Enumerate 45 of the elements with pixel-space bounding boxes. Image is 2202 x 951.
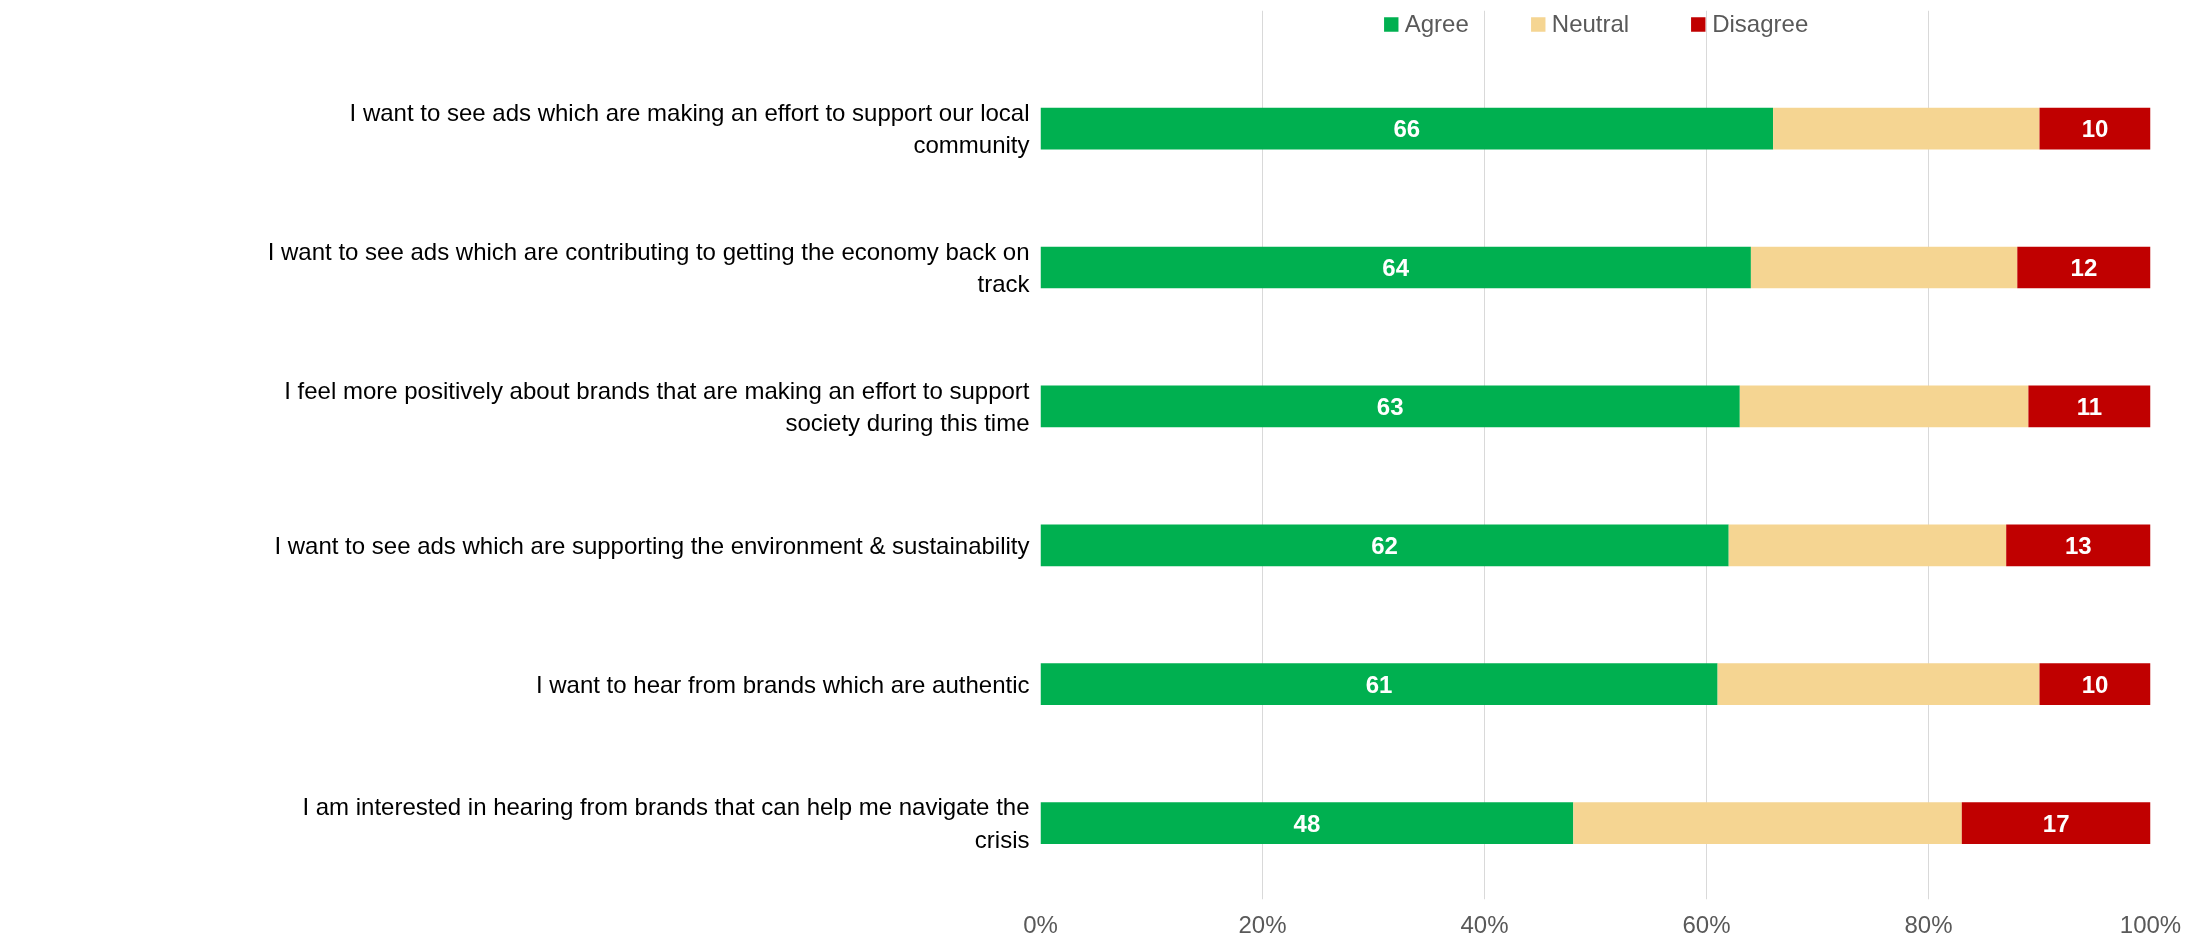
legend-label: Agree bbox=[1404, 10, 1469, 38]
data-label: 10 bbox=[2081, 115, 2109, 143]
bar bbox=[1573, 802, 1962, 844]
bar bbox=[1717, 663, 2040, 706]
data-label: 17 bbox=[2042, 809, 2070, 837]
bar bbox=[1040, 107, 1774, 150]
y-tick-label: I am interested in hearing from brands that can help me navigate the crisis bbox=[302, 793, 1030, 853]
data-label: 10 bbox=[2081, 670, 2109, 698]
x-tick-label: 60% bbox=[1682, 910, 1731, 938]
bar bbox=[1040, 385, 1740, 428]
y-tick-label: I want to see ads which are supporting the environment & sustainability bbox=[274, 531, 1030, 559]
x-tick-label: 40% bbox=[1460, 910, 1509, 938]
data-label: 64 bbox=[1382, 253, 1410, 281]
data-label: 13 bbox=[2065, 531, 2092, 559]
data-label: 48 bbox=[1293, 809, 1321, 837]
bar bbox=[1773, 107, 2040, 150]
y-tick-label: I want to see ads which are contributing to getting the economy back on track bbox=[267, 237, 1031, 298]
bar bbox=[1040, 802, 1574, 844]
x-tick-label: 100% bbox=[2119, 910, 2182, 938]
bar bbox=[1040, 246, 1751, 289]
x-tick-label: 80% bbox=[1904, 910, 1953, 938]
bar bbox=[1961, 802, 2151, 844]
bar bbox=[2039, 107, 2151, 150]
bar bbox=[2039, 663, 2151, 706]
legend-label: Neutral bbox=[1551, 10, 1630, 38]
legend-label: Disagree bbox=[1712, 10, 1809, 38]
data-label: 11 bbox=[2076, 392, 2103, 420]
bar bbox=[1040, 524, 1729, 567]
bar bbox=[1040, 663, 1718, 706]
bar bbox=[2028, 385, 2151, 428]
y-tick-label: I want to see ads which are making an effort to support our local community bbox=[349, 98, 1030, 159]
y-tick-label: I want to hear from brands which are authentic bbox=[535, 670, 1030, 698]
bar bbox=[2017, 246, 2151, 289]
x-tick-label: 20% bbox=[1238, 910, 1287, 938]
bar bbox=[2006, 524, 2151, 567]
bar bbox=[1728, 524, 2007, 567]
y-tick-label: I feel more positively about brands that are making an effort to support society during this time bbox=[284, 376, 1030, 437]
data-label: 63 bbox=[1376, 392, 1404, 420]
bar bbox=[1739, 385, 2029, 428]
x-tick-label: 0% bbox=[1023, 910, 1058, 938]
data-label: 12 bbox=[2070, 253, 2098, 281]
data-label: 61 bbox=[1365, 670, 1393, 698]
bar bbox=[1750, 246, 2018, 289]
data-label: 66 bbox=[1393, 115, 1421, 143]
data-label: 62 bbox=[1371, 531, 1398, 559]
